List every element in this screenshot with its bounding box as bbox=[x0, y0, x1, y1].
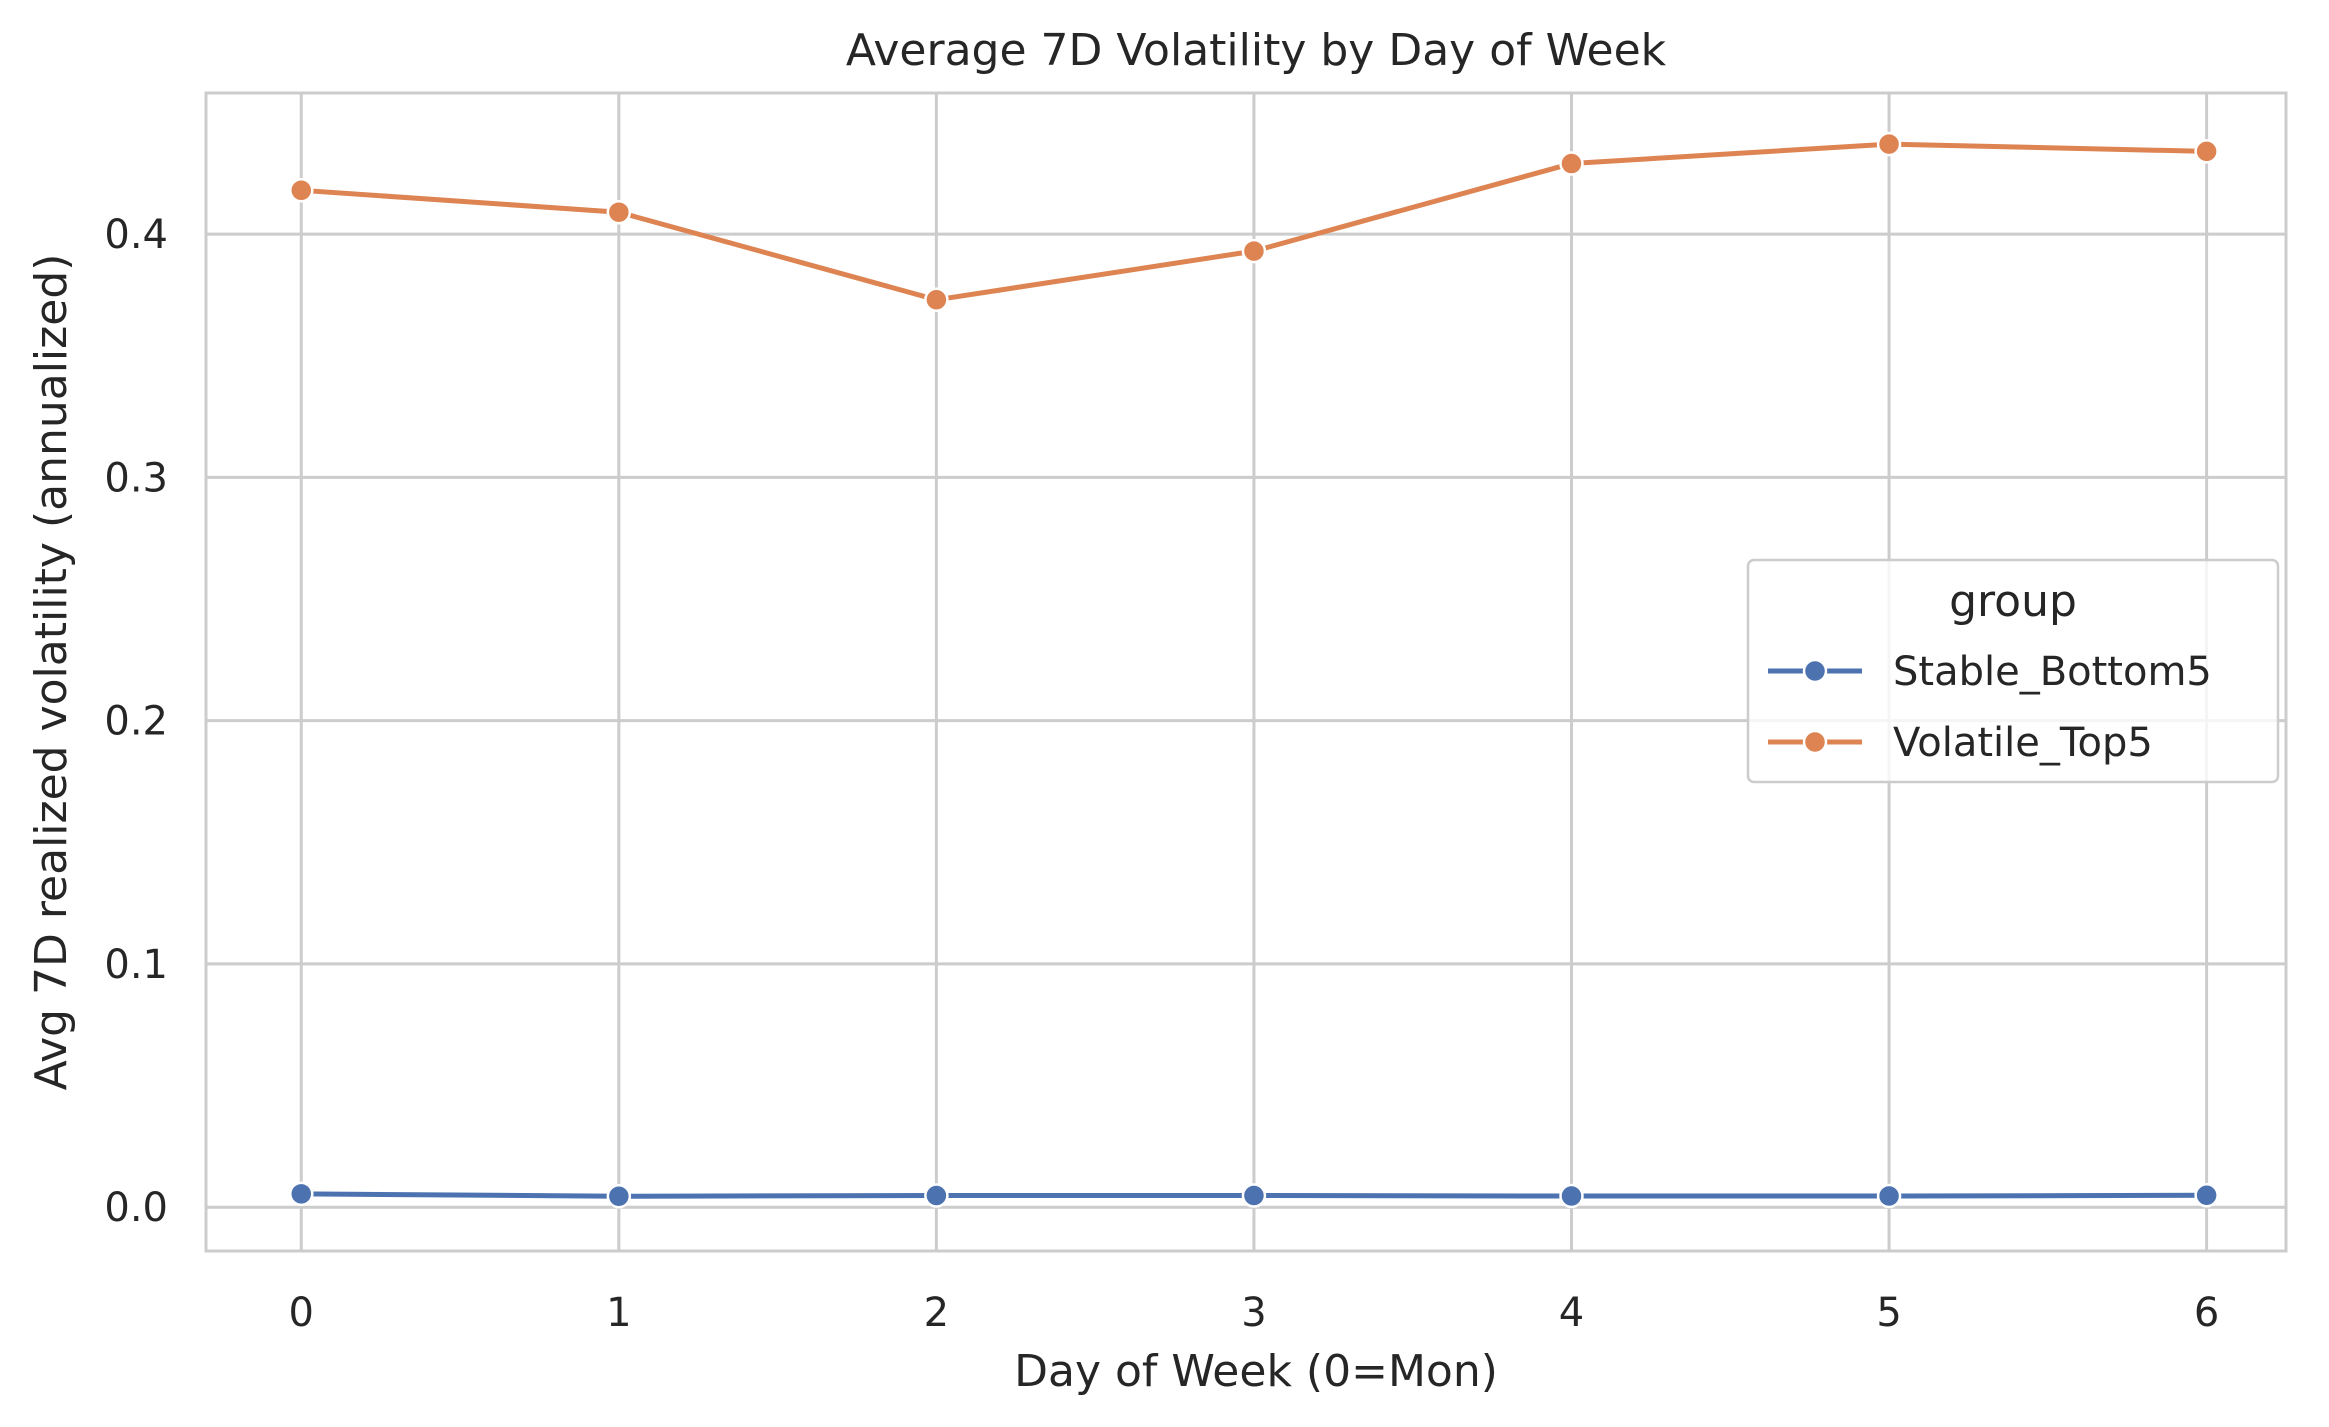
data-point bbox=[1241, 1183, 1267, 1208]
data-point bbox=[2194, 139, 2219, 164]
y-tick-label: 0.3 bbox=[104, 455, 168, 501]
x-tick-label: 0 bbox=[289, 1290, 314, 1336]
data-point bbox=[289, 1181, 314, 1207]
legend-box bbox=[1746, 558, 2280, 784]
legend-item: Stable_Bottom5 bbox=[1768, 649, 2212, 695]
x-tick-label: 1 bbox=[606, 1290, 631, 1336]
legend-item: Volatile_Top5 bbox=[1768, 720, 2153, 766]
legend-label: Volatile_Top5 bbox=[1893, 720, 2153, 766]
x-tick-label: 2 bbox=[924, 1290, 949, 1336]
legend: group Stable_Bottom5 Volatile_Top5 bbox=[1746, 558, 2280, 784]
data-point bbox=[1876, 131, 1902, 157]
y-tick-label: 0.0 bbox=[104, 1185, 168, 1231]
series-volatile-top5 bbox=[289, 131, 2219, 313]
data-point bbox=[1876, 1183, 1902, 1209]
x-tick-label: 5 bbox=[1876, 1290, 1901, 1336]
chart-title: Average 7D Volatility by Day of Week bbox=[846, 25, 1667, 76]
data-point bbox=[2194, 1183, 2219, 1208]
data-point bbox=[924, 287, 949, 313]
x-tick-label: 4 bbox=[1559, 1290, 1584, 1336]
x-tick-labels: 0 1 2 3 4 5 6 bbox=[289, 1290, 2220, 1336]
y-tick-label: 0.2 bbox=[104, 699, 168, 745]
series-stable-bottom5 bbox=[289, 1181, 2219, 1209]
data-point bbox=[924, 1183, 949, 1208]
data-point bbox=[1559, 151, 1584, 176]
y-tick-labels: 0.0 0.1 0.2 0.3 0.4 bbox=[104, 212, 168, 1231]
data-point bbox=[1559, 1183, 1584, 1209]
y-tick-label: 0.1 bbox=[104, 942, 168, 988]
legend-entries: Stable_Bottom5 Volatile_Top5 bbox=[1768, 649, 2212, 766]
x-tick-label: 3 bbox=[1241, 1290, 1266, 1336]
y-tick-label: 0.4 bbox=[104, 212, 168, 258]
series-layer bbox=[289, 131, 2219, 1209]
data-point bbox=[1241, 238, 1267, 264]
data-point bbox=[606, 1184, 632, 1209]
x-tick-label: 6 bbox=[2194, 1290, 2219, 1336]
legend-label: Stable_Bottom5 bbox=[1893, 649, 2212, 695]
plot-frame bbox=[204, 91, 2288, 1253]
legend-marker bbox=[1802, 729, 1828, 755]
y-axis-label: Avg 7D realized volatility (annualized) bbox=[26, 254, 77, 1091]
data-point bbox=[289, 178, 314, 203]
x-axis-label: Day of Week (0=Mon) bbox=[1014, 1346, 1498, 1397]
legend-title: group bbox=[1949, 576, 2077, 627]
legend-marker bbox=[1802, 658, 1828, 684]
data-point bbox=[606, 199, 632, 225]
